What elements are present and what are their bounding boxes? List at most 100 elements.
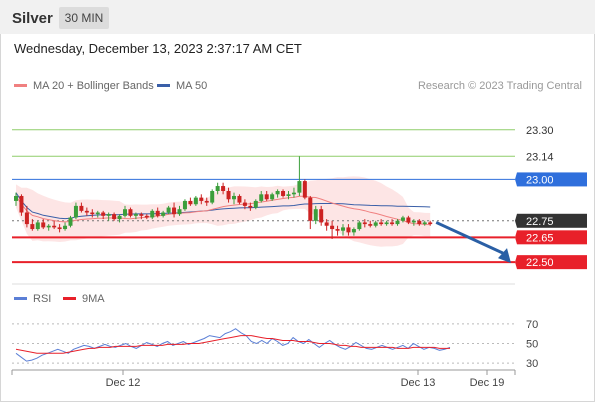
candle-body xyxy=(106,214,111,216)
candle xyxy=(68,215,73,228)
candle-body xyxy=(286,194,291,196)
candle xyxy=(324,219,329,231)
candle-body xyxy=(188,200,193,205)
candle xyxy=(133,212,138,220)
candle-body xyxy=(373,222,378,226)
level-label-22.75: 22.75 xyxy=(526,216,554,228)
ma9-line xyxy=(15,335,450,354)
candle-body xyxy=(95,212,100,215)
candle xyxy=(286,191,291,200)
candle xyxy=(90,209,95,218)
candle-body xyxy=(379,222,384,225)
candle-body xyxy=(253,200,258,208)
candle xyxy=(210,189,215,205)
candle xyxy=(390,219,395,226)
legend-9ma: 9MA xyxy=(63,293,105,305)
candle xyxy=(270,192,275,201)
candle-body xyxy=(275,191,280,195)
ma20-line xyxy=(15,195,431,226)
candle xyxy=(19,194,24,216)
candle-body xyxy=(101,212,106,216)
candle-body xyxy=(417,220,422,225)
candle xyxy=(221,182,226,195)
rsi-tick-label: 70 xyxy=(526,319,538,331)
candle xyxy=(232,192,236,205)
candle-body xyxy=(395,220,400,225)
rsi-tick-label: 30 xyxy=(526,358,538,370)
candle xyxy=(422,220,427,226)
level-tag-23.00 xyxy=(517,172,587,187)
candle xyxy=(123,205,127,218)
level-tag-arrow-22.50 xyxy=(515,255,517,270)
candle xyxy=(41,219,46,230)
candle xyxy=(112,212,117,221)
candle-body xyxy=(237,195,242,203)
candle-body xyxy=(35,222,40,230)
candle xyxy=(395,219,400,226)
candle xyxy=(335,225,340,236)
x-tick-label: Dec 12 xyxy=(106,377,141,389)
candle xyxy=(308,195,313,230)
candle-body xyxy=(199,197,204,201)
legend-ma50: MA 50 xyxy=(157,80,207,92)
candle-body xyxy=(161,212,166,216)
candle-body xyxy=(264,194,269,200)
candle-body xyxy=(428,222,433,225)
instrument-title: Silver xyxy=(12,10,53,27)
candle-body xyxy=(90,212,95,215)
candle xyxy=(52,220,57,230)
candle-body xyxy=(390,222,395,225)
candle xyxy=(161,210,166,218)
candle-body xyxy=(368,224,373,226)
candle xyxy=(248,202,253,211)
candle xyxy=(281,189,286,198)
candle xyxy=(384,220,389,226)
candle-body xyxy=(324,222,329,226)
candle-body xyxy=(112,214,117,220)
candle-body xyxy=(24,212,29,225)
candle-body xyxy=(232,195,236,200)
candle-body xyxy=(41,222,46,228)
level-tag-arrow-22.75 xyxy=(515,213,517,228)
candle xyxy=(406,215,411,225)
timestamp: Wednesday, December 13, 2023 2:37:17 AM … xyxy=(14,41,302,56)
candle-body xyxy=(259,194,264,201)
candle-body xyxy=(79,205,84,211)
candle-body xyxy=(406,217,411,223)
rsi-tick-label: 50 xyxy=(526,338,538,350)
candle xyxy=(417,219,422,226)
candle xyxy=(46,224,51,231)
level-tag-arrow-23.00 xyxy=(515,172,517,187)
candle-body xyxy=(248,205,253,208)
candle xyxy=(346,224,351,236)
level-tag-22.75 xyxy=(517,213,587,228)
candle xyxy=(373,220,378,228)
candle xyxy=(362,219,367,228)
candle xyxy=(101,210,106,220)
candle xyxy=(330,220,335,239)
timeframe-badge[interactable]: 30 MIN xyxy=(59,7,109,29)
level-tag-arrow-22.65 xyxy=(515,230,517,245)
candle xyxy=(188,197,193,206)
ma50-swatch xyxy=(157,83,170,87)
ma9-swatch xyxy=(63,296,76,300)
candle-body xyxy=(357,222,362,230)
candle-body xyxy=(221,186,226,191)
level-label-22.50: 22.50 xyxy=(526,257,554,269)
candle-body xyxy=(123,209,127,216)
candle xyxy=(297,156,302,196)
candle-body xyxy=(133,214,138,216)
candle-body xyxy=(308,197,313,221)
candle xyxy=(84,207,89,216)
candle-body xyxy=(139,214,144,216)
level-label-23.00: 23.00 xyxy=(526,174,554,186)
candle-body xyxy=(73,205,78,218)
candle-body xyxy=(193,197,198,205)
candle xyxy=(319,205,324,226)
candle-body xyxy=(210,191,215,203)
candle-body xyxy=(144,215,149,218)
candle-body xyxy=(155,210,160,216)
candle xyxy=(95,210,100,218)
bollinger-band xyxy=(16,176,431,247)
candle xyxy=(193,195,198,206)
